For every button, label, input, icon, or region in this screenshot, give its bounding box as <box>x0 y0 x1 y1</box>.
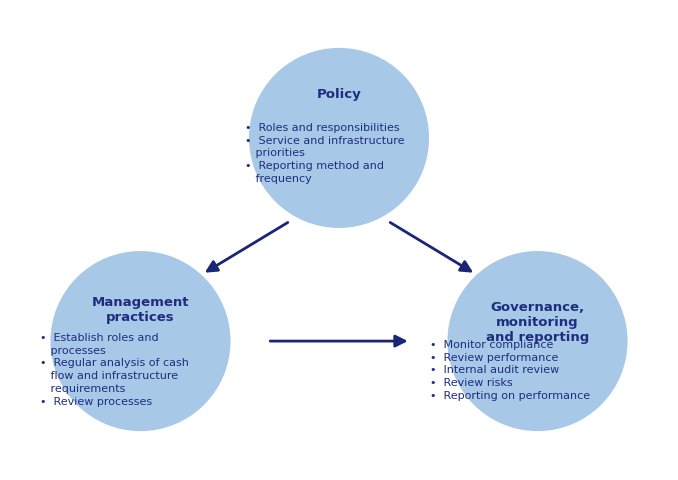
Text: •  Roles and responsibilities
•  Service and infrastructure
   priorities
•  Rep: • Roles and responsibilities • Service a… <box>245 122 404 183</box>
Text: Management
practices: Management practices <box>92 295 189 323</box>
Text: Policy: Policy <box>317 88 361 101</box>
Text: •  Monitor compliance
•  Review performance
•  Internal audit review
•  Review r: • Monitor compliance • Review performanc… <box>430 339 591 400</box>
Circle shape <box>50 252 231 431</box>
Text: Governance,
monitoring
and reporting: Governance, monitoring and reporting <box>486 300 589 343</box>
Text: •  Establish roles and
   processes
•  Regular analysis of cash
   flow and infr: • Establish roles and processes • Regula… <box>39 332 188 406</box>
Circle shape <box>249 49 429 228</box>
Circle shape <box>447 252 628 431</box>
